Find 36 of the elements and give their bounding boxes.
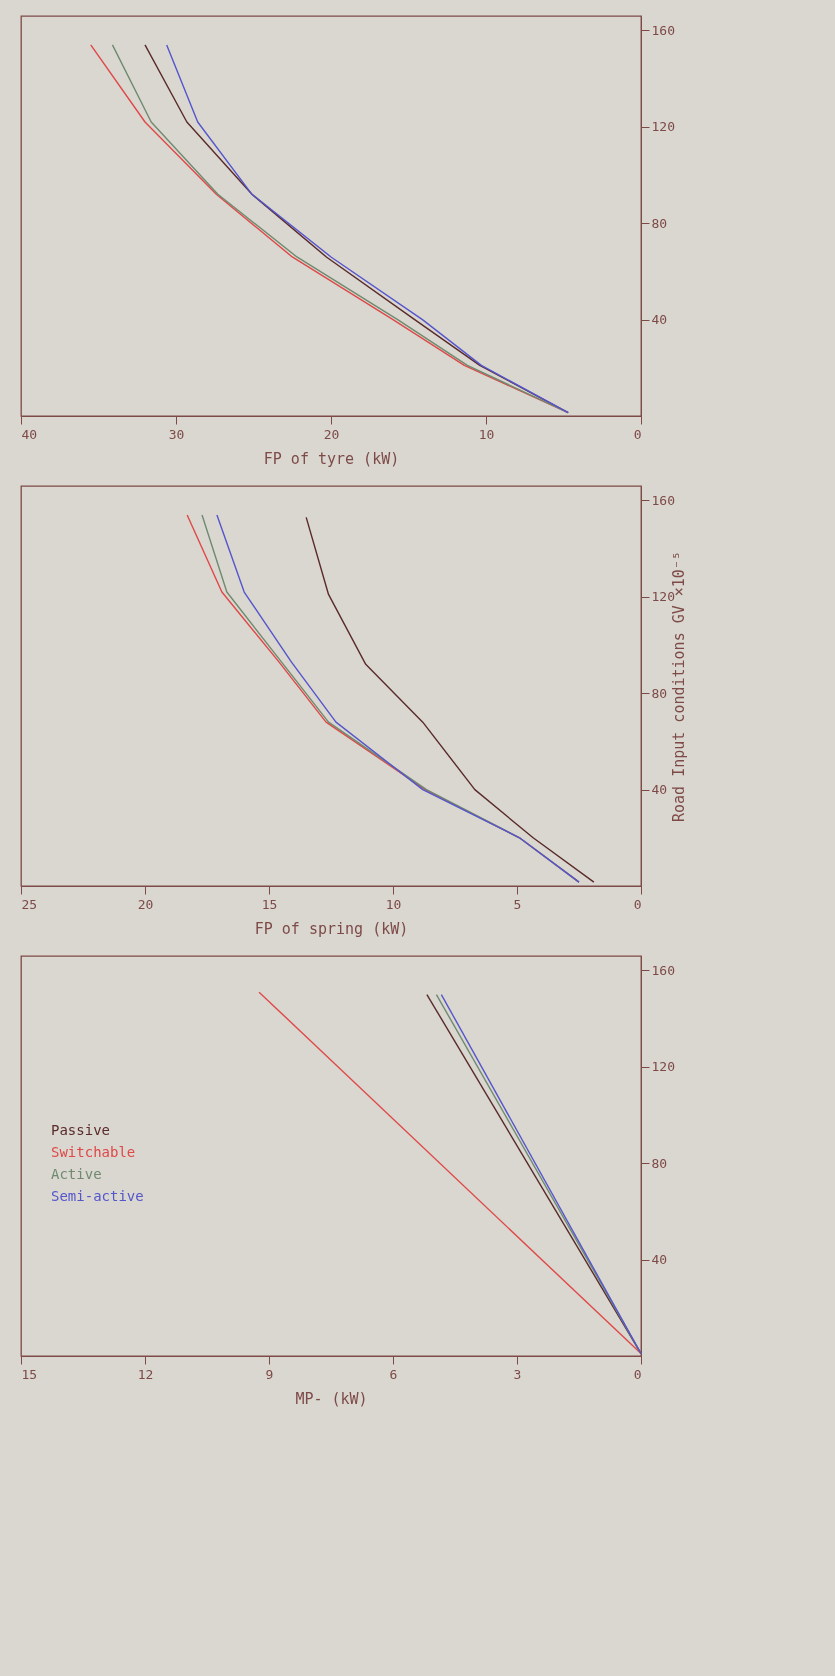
y-tick-label: 160 (651, 962, 675, 978)
y-tick-label: 120 (651, 1059, 675, 1075)
text: Active (51, 1166, 102, 1182)
x-tick-label: 3 (513, 1366, 522, 1382)
x-axis-title: FP of tyre (kW) (263, 449, 400, 468)
y-tick-label: 80 (651, 685, 668, 701)
x-tick-label: 25 (21, 896, 38, 912)
x-tick-label: 6 (389, 1366, 398, 1382)
x-tick-label: 30 (168, 426, 185, 442)
text: Switchable (51, 1144, 136, 1160)
x-tick-label: 9 (265, 1366, 274, 1382)
x-tick-label: 15 (261, 896, 278, 912)
y-tick-label: 40 (651, 1252, 668, 1268)
y-tick-label: 80 (651, 215, 668, 231)
x-tick-label: 12 (137, 1366, 154, 1382)
y-tick-label: 80 (651, 1155, 668, 1171)
line-series (305, 516, 595, 883)
y-tick-label: 160 (651, 22, 675, 38)
x-tick-label: 0 (633, 426, 642, 442)
x-tick-label: 40 (21, 426, 38, 442)
x-tick-label: 0 (633, 1366, 642, 1382)
x-tick-label: 10 (478, 426, 495, 442)
x-tick-label: 0 (633, 896, 642, 912)
y-tick-label: 120 (651, 119, 675, 135)
x-tick-label: 20 (137, 896, 154, 912)
x-tick-label: 10 (385, 896, 402, 912)
x-tick-label: 20 (323, 426, 340, 442)
text: Passive (51, 1122, 111, 1138)
text: Semi-active (51, 1188, 144, 1204)
y-tick-label: 40 (651, 312, 668, 328)
y-tick-label: 40 (651, 782, 668, 798)
y-tick-label: 160 (651, 492, 675, 508)
x-axis-title: MP- (kW) (295, 1389, 368, 1408)
x-tick-label: 5 (513, 896, 522, 912)
x-tick-label: 15 (21, 1366, 38, 1382)
x-axis-title: FP of spring (kW) (254, 919, 409, 938)
